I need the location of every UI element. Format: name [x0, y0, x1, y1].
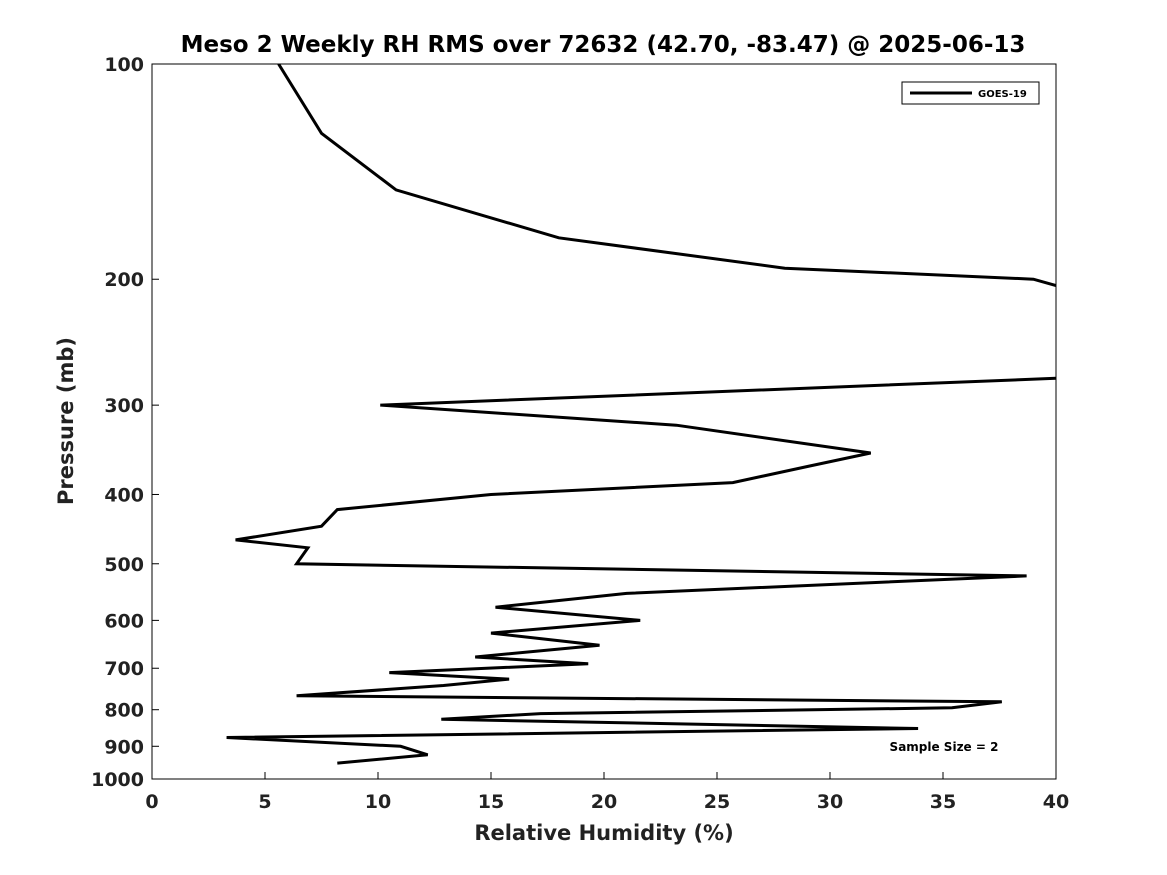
- x-tick-label: 35: [930, 791, 956, 813]
- y-tick-label: 1000: [91, 769, 144, 791]
- sample-size-annotation: Sample Size = 2: [890, 740, 999, 754]
- y-tick-label: 100: [104, 54, 144, 76]
- x-tick-label: 20: [591, 791, 617, 813]
- y-tick-label: 300: [104, 395, 144, 417]
- legend: GOES-19: [901, 81, 1040, 105]
- y-tick-label: 800: [104, 700, 144, 722]
- legend-entry-goes-19: GOES-19: [978, 89, 1027, 100]
- y-tick-label: 900: [104, 736, 144, 758]
- y-tick-label: 700: [104, 658, 144, 680]
- x-tick-label: 40: [1043, 791, 1069, 813]
- y-tick-label: 600: [104, 610, 144, 632]
- chart-title: Meso 2 Weekly RH RMS over 72632 (42.70, …: [181, 32, 1026, 58]
- y-tick-label: 200: [104, 269, 144, 291]
- series-line-goes-19: [226, 64, 1056, 765]
- y-axis-label: Pressure (mb): [54, 337, 78, 505]
- x-tick-label: 30: [817, 791, 843, 813]
- x-tick-label: 25: [704, 791, 730, 813]
- x-tick-label: 10: [365, 791, 391, 813]
- y-axis: 100 200 300 400 500 600 700 800 900 1000: [91, 54, 159, 791]
- series-layer: [226, 64, 1056, 765]
- x-axis-label: Relative Humidity (%): [474, 821, 733, 845]
- x-tick-label: 15: [478, 791, 504, 813]
- y-tick-label: 400: [104, 484, 144, 506]
- y-tick-label: 500: [104, 554, 144, 576]
- x-tick-label: 0: [145, 791, 158, 813]
- x-tick-label: 5: [258, 791, 271, 813]
- x-axis: 0 5 10 15 20 25 30 35 40: [145, 772, 1069, 813]
